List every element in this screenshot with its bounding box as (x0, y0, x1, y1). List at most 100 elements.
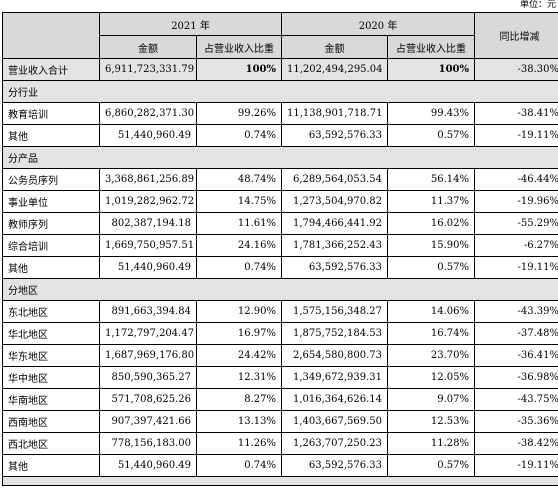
table-row: 教师序列 802,387,194.18 11.61% 1,794,466,441.92… (2, 212, 558, 235)
row-label: 其他 (2, 256, 100, 279)
share-2020-cell: 16.74% (387, 322, 476, 345)
change-cell: -38.41% (474, 102, 558, 125)
amount-2020-cell: 1,794,466,441.92 (281, 212, 389, 235)
share-2021-cell: 14.75% (195, 190, 283, 213)
row-label: 华东地区 (2, 344, 100, 367)
amount-2021-cell: 778,156,183.00 (99, 432, 197, 455)
amount-2020-cell: 1,403,667,569.50 (281, 410, 389, 433)
header-year-2020: 2020 年 (281, 12, 476, 36)
change-cell: -36.98% (474, 366, 558, 389)
share-2021-cell: 11.61% (195, 212, 283, 235)
table-row: 其他 51,440,960.49 0.74% 63,592,576.33 0.57% -1… (2, 124, 558, 147)
share-2020-cell: 11.28% (387, 432, 476, 455)
amount-2021-cell: 907,397,421.66 (99, 410, 197, 433)
share-2021-cell: 12.31% (195, 366, 283, 389)
header-row-years: 2021 年 2020 年 同比增减 (2, 12, 558, 59)
header-amount-2020: 金额 (281, 35, 389, 59)
change-cell: -38.30% (474, 58, 558, 81)
share-2021-cell: 11.26% (195, 432, 283, 455)
row-label: 西北地区 (2, 432, 100, 455)
row-label: 华北地区 (2, 322, 100, 345)
change-cell: -43.39% (474, 300, 558, 323)
amount-2020-cell: 6,289,564,053.54 (281, 168, 389, 191)
share-2021-cell: 24.42% (195, 344, 283, 367)
row-label: 事业单位 (2, 190, 100, 213)
cut-off-row (1, 476, 558, 486)
table-row: 综合培训 1,669,750,957.51 24.16% 1,781,366,252.… (2, 234, 558, 257)
share-2021-cell: 16.97% (195, 322, 283, 345)
share-2020-cell: 16.02% (387, 212, 476, 235)
amount-2021-cell: 1,019,282,962.72 (99, 190, 197, 213)
header-share-2021: 占营业收入比重 (195, 35, 283, 59)
amount-2021-cell: 51,440,960.49 (99, 256, 197, 279)
row-label: 其他 (2, 124, 100, 147)
row-label: 东北地区 (2, 300, 100, 323)
share-2020-cell: 11.37% (387, 190, 476, 213)
header-share-2020: 占营业收入比重 (387, 35, 476, 59)
share-2021-cell: 24.16% (195, 234, 283, 257)
section-region: 分地区 (1, 278, 558, 301)
amount-2020-cell: 63,592,576.33 (281, 454, 389, 477)
row-label: 营业收入合计 (2, 58, 100, 81)
amount-2020-cell: 1,875,752,184.53 (281, 322, 389, 345)
table-row: 公务员序列 3,368,861,256.89 48.74% 6,289,564,053… (2, 168, 558, 191)
share-2020-cell: 0.57% (387, 454, 476, 477)
table-row: 华北地区 1,172,797,204.47 16.97% 1,875,752,184.… (2, 322, 558, 345)
change-cell: -19.11% (474, 256, 558, 279)
unit-label: 单位：元 (520, 0, 557, 10)
share-2021-cell: 12.90% (195, 300, 283, 323)
share-2020-cell: 14.06% (387, 300, 476, 323)
header-row-columns: 金额 占营业收入比重 金额 占营业收入比重 (3, 35, 558, 59)
amount-2020-cell: 1,575,156,348.27 (281, 300, 389, 323)
amount-2020-cell: 63,592,576.33 (281, 256, 389, 279)
header-blank-cell (2, 12, 100, 59)
share-2020-cell: 99.43% (387, 102, 476, 125)
table-row: 华东地区 1,687,969,176.80 24.42% 2,654,580,800.… (2, 344, 558, 367)
share-2021-cell: 13.13% (195, 410, 283, 433)
table-row: 西南地区 907,397,421.66 13.13% 1,403,667,569.50… (2, 410, 558, 433)
change-cell: -55.29% (474, 212, 558, 235)
table-row: 西北地区 778,156,183.00 11.26% 1,263,707,250.23… (2, 432, 558, 455)
share-2021-cell: 100% (195, 58, 283, 81)
change-cell: -37.48% (474, 322, 558, 345)
amount-2021-cell: 3,368,861,256.89 (99, 168, 197, 191)
section-product-title: 分产品 (1, 146, 558, 169)
row-label: 教育培训 (2, 102, 100, 125)
share-2021-cell: 99.26% (195, 102, 283, 125)
section-region-title: 分地区 (1, 278, 558, 301)
table-row: 华南地区 571,708,625.26 8.27% 1,016,364,626.14 9… (2, 388, 558, 411)
amount-2021-cell: 1,687,969,176.80 (99, 344, 197, 367)
change-cell: -36.41% (474, 344, 558, 367)
share-2021-cell: 48.74% (195, 168, 283, 191)
amount-2020-cell: 1,016,364,626.14 (281, 388, 389, 411)
share-2020-cell: 0.57% (387, 256, 476, 279)
share-2021-cell: 0.74% (195, 124, 283, 147)
share-2021-cell: 0.74% (195, 454, 283, 477)
table-row: 华中地区 850,590,365.27 12.31% 1,349,672,939.31… (2, 366, 558, 389)
amount-2020-cell: 1,273,504,970.82 (281, 190, 389, 213)
header-year-2021: 2021 年 (98, 12, 283, 36)
amount-2020-cell: 1,781,366,252.43 (281, 234, 389, 257)
share-2020-cell: 0.57% (387, 124, 476, 147)
share-2020-cell: 15.90% (387, 234, 476, 257)
table-row: 教育培训 6,860,282,371.30 99.26% 11,138,901,718… (2, 102, 558, 125)
row-label: 公务员序列 (2, 168, 100, 191)
amount-2020-cell: 11,202,494,295.04 (281, 58, 389, 81)
revenue-table: 2021 年 2020 年 同比增减 金额 占营业收入比重 金额 占营业收入比重… (1, 12, 558, 486)
amount-2021-cell: 850,590,365.27 (99, 366, 197, 389)
row-label: 其他 (2, 454, 100, 477)
amount-2021-cell: 6,911,723,331.79 (99, 58, 197, 81)
share-2020-cell: 100% (387, 58, 476, 81)
row-label: 华南地区 (2, 388, 100, 411)
amount-2021-cell: 6,860,282,371.30 (99, 102, 197, 125)
section-industry: 分行业 (1, 80, 558, 103)
amount-2021-cell: 1,172,797,204.47 (99, 322, 197, 345)
header-change: 同比增减 (474, 12, 558, 59)
row-label: 综合培训 (2, 234, 100, 257)
row-label: 教师序列 (2, 212, 100, 235)
cut-off-cell (1, 476, 558, 486)
amount-2021-cell: 891,663,394.84 (99, 300, 197, 323)
share-2021-cell: 8.27% (195, 388, 283, 411)
change-cell: -46.44% (474, 168, 558, 191)
amount-2020-cell: 63,592,576.33 (281, 124, 389, 147)
